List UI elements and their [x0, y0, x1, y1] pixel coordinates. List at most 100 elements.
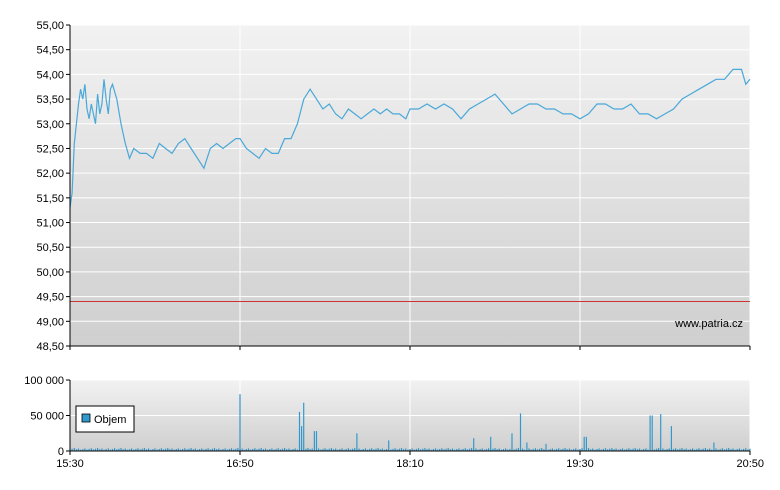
volume-bar: [471, 448, 473, 451]
volume-bar: [230, 448, 233, 451]
volume-bar: [721, 448, 723, 451]
volume-bar: [524, 449, 526, 451]
volume-bar: [558, 448, 560, 451]
volume-bar: [447, 448, 449, 451]
volume-bar: [199, 449, 201, 451]
volume-bar: [152, 449, 154, 451]
volume-bar: [118, 448, 120, 451]
volume-bar: [290, 449, 292, 451]
volume-bar: [515, 448, 517, 451]
volume-bar: [275, 448, 277, 451]
volume-bar: [545, 443, 547, 451]
volume-bar: [311, 448, 313, 451]
volume-bar: [560, 449, 562, 451]
volume-bar: [417, 448, 420, 451]
volume-bar: [562, 448, 564, 451]
volume-bar: [264, 448, 267, 451]
volume-bar: [247, 448, 250, 451]
volume-bar: [173, 449, 175, 451]
volume-bar: [611, 448, 613, 451]
volume-bar: [651, 415, 653, 451]
price-series-line: [69, 68, 751, 208]
volume-bar: [286, 449, 288, 451]
volume-bar: [392, 448, 394, 451]
volume-bar: [704, 448, 706, 451]
volume-bar: [434, 448, 437, 451]
volume-bar: [636, 449, 638, 451]
volume-bar: [352, 448, 354, 451]
volume-bar: [492, 448, 494, 451]
price-y-tick-label: 50,50: [36, 242, 64, 254]
price-y-tick-label: 53,50: [36, 94, 64, 106]
price-y-tick-label: 53,00: [36, 119, 64, 131]
volume-bar: [664, 449, 666, 451]
volume-bar: [649, 415, 651, 451]
volume-bar: [647, 449, 649, 451]
volume-y-tick-label: 0: [58, 446, 64, 458]
legend-swatch: [81, 413, 91, 423]
volume-bar: [590, 449, 592, 451]
legend-label: Objem: [94, 414, 126, 426]
volume-bar: [71, 448, 73, 451]
volume-bar: [740, 449, 743, 451]
volume-bar: [437, 449, 439, 451]
volume-bar: [330, 448, 332, 451]
volume-bar: [685, 448, 687, 451]
volume-bar: [243, 449, 245, 451]
volume-bar: [500, 449, 502, 451]
volume-bar: [490, 436, 492, 451]
volume-bar: [411, 448, 413, 451]
volume-bar: [184, 448, 186, 451]
volume-bar: [543, 449, 545, 451]
volume-bar: [205, 448, 207, 451]
volume-bar: [122, 449, 124, 451]
volume-bar: [345, 448, 347, 451]
volume-bar: [375, 448, 377, 451]
volume-bar: [698, 448, 700, 451]
volume-bar: [186, 449, 188, 451]
volume-bar: [360, 449, 362, 451]
volume-bar: [728, 448, 730, 451]
volume-bar: [585, 436, 587, 451]
volume-bar: [609, 448, 611, 451]
volume-bar: [252, 448, 254, 451]
volume-bar: [592, 448, 594, 451]
volume-bar: [207, 448, 209, 451]
volume-bar: [362, 449, 364, 451]
volume-x-tick-label: 16:50: [226, 458, 254, 470]
volume-bar: [581, 448, 583, 451]
volume-bar: [82, 449, 84, 451]
volume-bar: [706, 449, 709, 451]
volume-bar: [269, 449, 271, 451]
volume-bar: [530, 449, 532, 451]
volume-bar: [577, 449, 579, 451]
volume-bar: [743, 448, 745, 451]
volume-bar: [354, 448, 356, 451]
volume-bar: [675, 448, 677, 451]
volume-bar: [169, 449, 171, 451]
volume-bar: [683, 449, 685, 451]
volume-bar: [203, 449, 205, 451]
price-y-tick-label: 54,50: [36, 45, 64, 57]
volume-bar: [139, 449, 141, 451]
volume-bar: [220, 449, 222, 451]
volume-bar: [245, 449, 247, 451]
volume-x-tick-label: 20:50: [736, 458, 764, 470]
volume-bar: [267, 449, 269, 451]
volume-bar: [318, 448, 320, 451]
volume-bar: [250, 449, 252, 451]
volume-bar: [258, 448, 260, 451]
volume-bar: [296, 449, 298, 451]
volume-bar: [288, 448, 290, 451]
volume-bar: [687, 449, 689, 451]
volume-bar: [413, 449, 415, 451]
volume-bar: [600, 449, 602, 451]
volume-bar: [454, 449, 456, 451]
volume-bar: [422, 448, 424, 451]
volume-bar: [303, 402, 305, 451]
volume-bar: [624, 449, 626, 451]
volume-bar: [337, 449, 339, 451]
price-y-tick-label: 50,00: [36, 267, 64, 279]
volume-bar: [86, 449, 88, 451]
volume-bar: [371, 448, 373, 451]
